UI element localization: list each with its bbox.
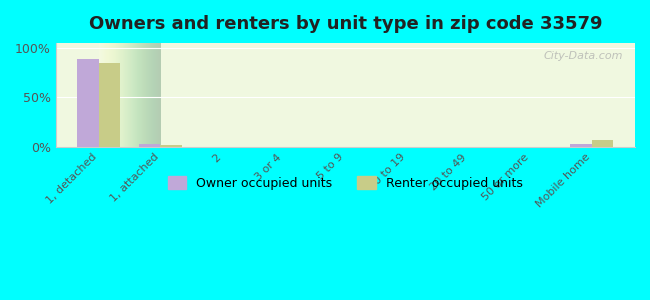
Bar [161,145,182,147]
Bar [139,144,161,147]
Bar [99,63,120,147]
Bar [592,140,614,147]
Text: City-Data.com: City-Data.com [544,51,623,61]
Legend: Owner occupied units, Renter occupied units: Owner occupied units, Renter occupied un… [162,172,528,195]
Bar [570,144,592,147]
Title: Owners and renters by unit type in zip code 33579: Owners and renters by unit type in zip c… [88,15,602,33]
Bar [77,59,99,147]
